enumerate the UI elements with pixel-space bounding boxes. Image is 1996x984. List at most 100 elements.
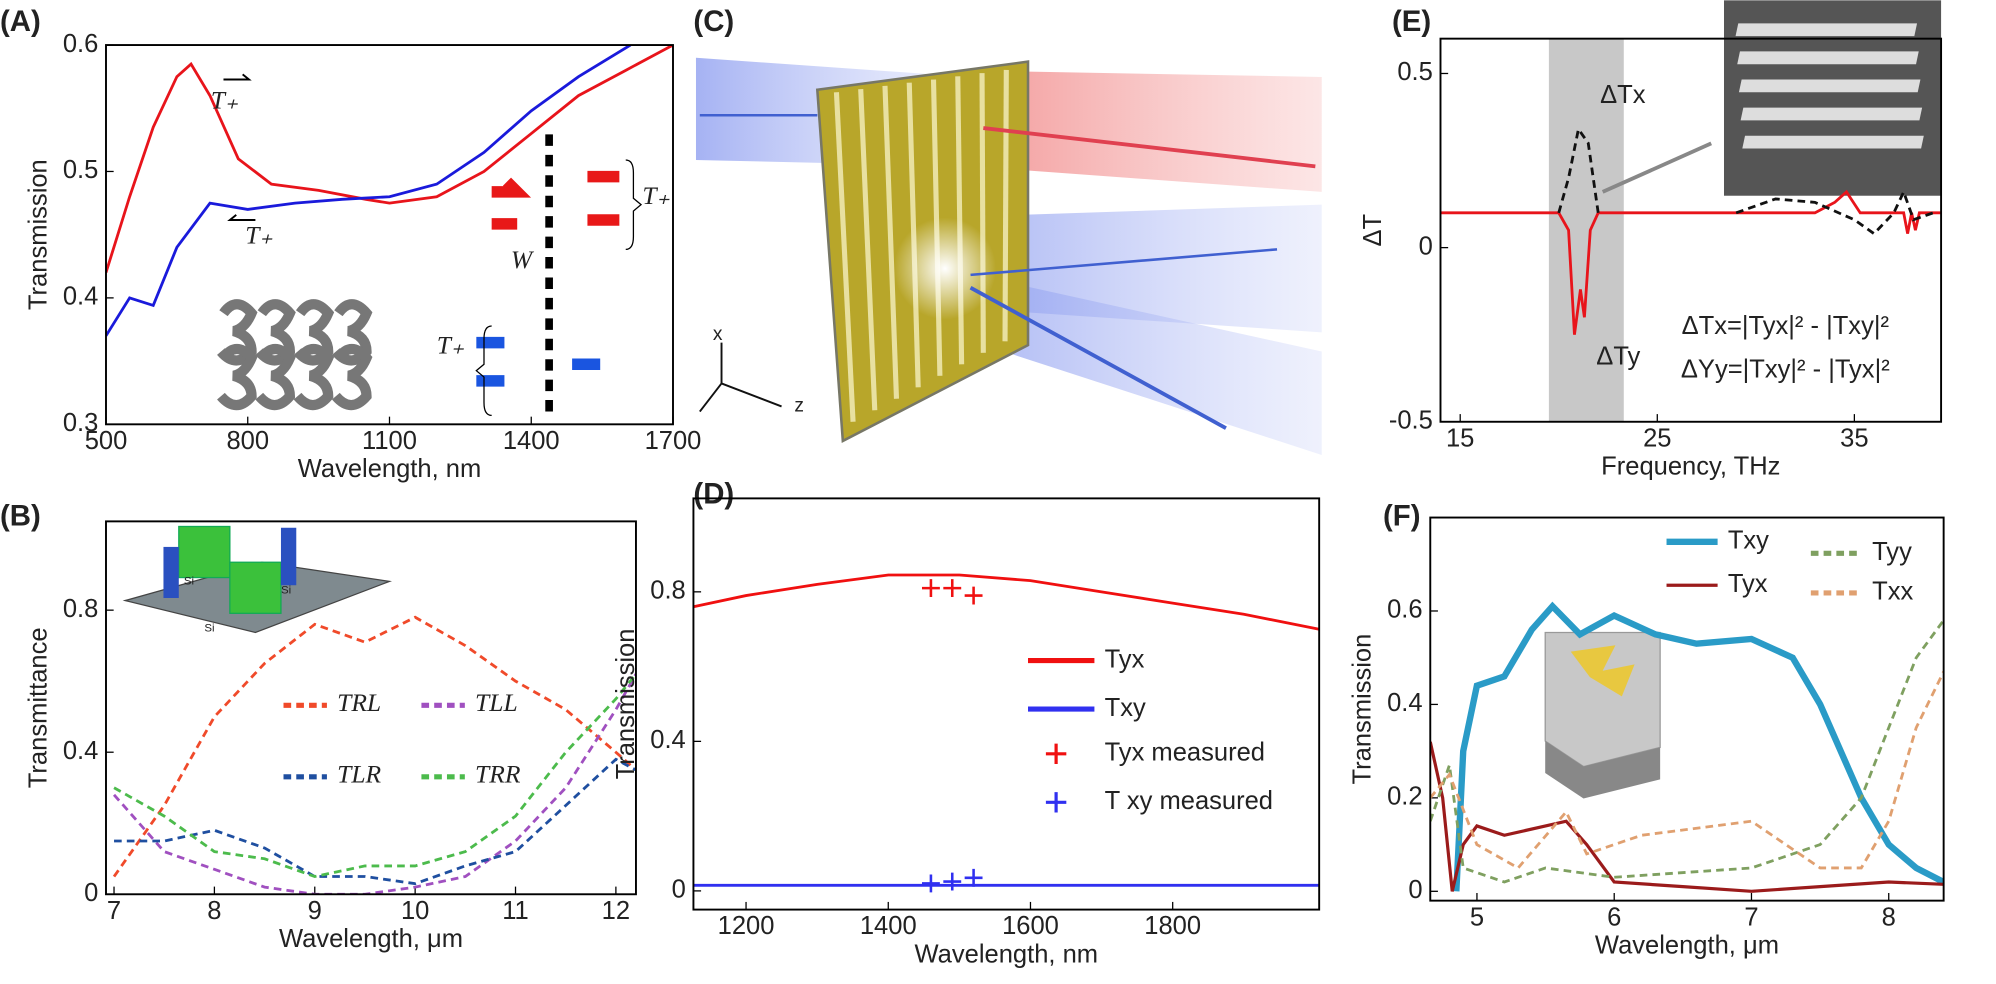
annotation: W xyxy=(511,245,535,274)
y-tick-label: 0.6 xyxy=(1387,596,1423,624)
inset-beam xyxy=(1738,79,1921,93)
y-tick-label: -0.5 xyxy=(1389,407,1433,435)
series-line xyxy=(693,573,1320,631)
y-tick-label: 0.8 xyxy=(63,595,99,623)
y-tick-label: 0.4 xyxy=(1387,689,1423,717)
slab-stripe xyxy=(882,85,900,399)
y-axis-label: Transmission xyxy=(24,159,52,310)
y-axis-label: Transmission xyxy=(1349,634,1377,785)
panel-label: (D) xyxy=(693,478,734,511)
legend-label: TLR xyxy=(337,760,381,789)
x-tick-label: 9 xyxy=(308,897,322,925)
marker xyxy=(921,579,940,598)
panel-label: (C) xyxy=(693,5,734,38)
y-tick-label: 0.6 xyxy=(63,30,99,58)
inset-floor xyxy=(1545,741,1661,799)
x-tick-label: 1700 xyxy=(645,427,702,455)
y-tick-label: 0 xyxy=(672,876,686,904)
annotation: T₊ xyxy=(437,331,465,360)
inset-block xyxy=(178,525,231,579)
y-tick-label: 0.4 xyxy=(63,283,99,311)
inset-label: Si xyxy=(281,584,291,596)
series-label: T₊ xyxy=(211,85,239,114)
series-line xyxy=(1430,671,1944,870)
legend-label: Tyx xyxy=(1105,645,1145,673)
wave-axis xyxy=(969,285,1227,430)
series-line xyxy=(114,757,636,886)
inset-shape xyxy=(293,299,335,366)
inset-shape xyxy=(331,299,373,366)
inset-shape xyxy=(255,299,296,366)
wave-axis xyxy=(983,126,1316,169)
x-tick-label: 25 xyxy=(1643,424,1671,452)
legend-label: TRL xyxy=(337,688,381,717)
annotation: ΔYy=|Txy|² - |Tyx|² xyxy=(1681,355,1890,383)
y-tick-label: 0 xyxy=(1408,876,1422,904)
x-tick-label: 1100 xyxy=(362,427,417,455)
x-tick-label: 1400 xyxy=(503,427,560,455)
legend-label: T xy measured xyxy=(1105,787,1273,815)
series-line xyxy=(105,45,673,274)
inset-label: Si xyxy=(204,623,214,635)
beam xyxy=(970,70,1322,192)
inset-shape xyxy=(217,299,258,366)
wave-axis xyxy=(970,248,1278,277)
marker xyxy=(943,579,962,598)
inset-shape xyxy=(255,343,296,411)
series-label: ΔTy xyxy=(1596,343,1640,371)
slab-stripe xyxy=(1002,69,1009,342)
inset-shape xyxy=(331,343,373,411)
inset-block xyxy=(229,561,282,614)
inset-pillar xyxy=(280,527,297,586)
panel-label: (F) xyxy=(1383,499,1421,532)
marker xyxy=(943,872,962,891)
series-line xyxy=(1557,125,1934,236)
y-axis-label: ΔT xyxy=(1359,213,1387,246)
plot-frame xyxy=(105,520,637,896)
legend-label: Tyx xyxy=(1728,570,1768,598)
x-axis-label: Wavelength, μm xyxy=(279,925,463,953)
marker xyxy=(921,874,940,893)
axis-name: x xyxy=(713,324,723,345)
y-tick-label: 0 xyxy=(1419,232,1433,260)
shaded-range xyxy=(1548,38,1624,422)
diagram-arrow xyxy=(491,170,620,230)
series-line xyxy=(105,45,632,337)
x-tick-label: 7 xyxy=(1744,903,1758,931)
inset-gold xyxy=(1570,645,1635,697)
slab-stripe xyxy=(833,92,856,422)
x-tick-label: 12 xyxy=(602,897,630,925)
glow xyxy=(893,217,997,320)
diagram-arrow xyxy=(223,73,256,221)
x-tick-label: 5 xyxy=(1470,903,1484,931)
series-line xyxy=(1430,741,1944,893)
x-tick-label: 10 xyxy=(401,897,429,925)
slab-stripe xyxy=(979,73,986,353)
legend-marker xyxy=(1045,792,1067,813)
x-tick-label: 1800 xyxy=(1144,912,1201,940)
legend-label: TRR xyxy=(475,760,521,789)
marker xyxy=(964,868,983,887)
y-tick-label: 0.8 xyxy=(650,577,686,605)
x-tick-label: 6 xyxy=(1607,903,1621,931)
inset-label: Si xyxy=(184,575,194,587)
x-tick-label: 8 xyxy=(1882,903,1896,931)
inset-beam xyxy=(1735,23,1918,37)
beam xyxy=(945,268,1322,455)
series-line xyxy=(1453,601,1944,892)
inset-pointer xyxy=(1601,141,1713,194)
x-axis-label: Wavelength, nm xyxy=(915,940,1099,968)
axis-name: z xyxy=(794,396,804,417)
annotation: ΔTx=|Tyx|² - |Txy|² xyxy=(1682,312,1890,340)
x-tick-label: 1200 xyxy=(718,912,775,940)
legend-label: Txx xyxy=(1872,578,1913,606)
x-tick-label: 800 xyxy=(226,427,269,455)
x-tick-label: 8 xyxy=(207,897,221,925)
y-tick-label: 0.2 xyxy=(1387,783,1423,811)
x-axis-label: Wavelength, μm xyxy=(1595,931,1779,959)
legend-label: Tyx measured xyxy=(1105,739,1265,767)
x-axis-label: Frequency, THz xyxy=(1601,452,1780,480)
inset-beam xyxy=(1740,107,1923,121)
